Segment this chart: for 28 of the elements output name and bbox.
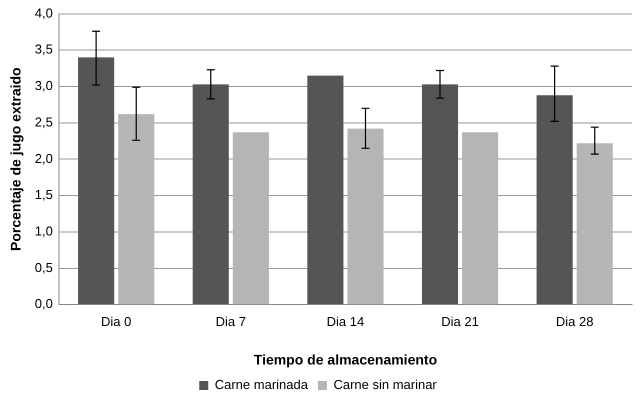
bar xyxy=(422,84,458,304)
bar xyxy=(307,76,344,304)
y-tick-label: 2,0 xyxy=(34,150,53,166)
x-tick-label: Dia 0 xyxy=(101,314,132,329)
y-tick-label: 0,0 xyxy=(34,296,53,312)
bar xyxy=(462,132,498,304)
y-tick-label: 3,5 xyxy=(34,42,53,57)
y-axis-title: Porcentaje de jugo extraido xyxy=(7,67,24,252)
x-tick-label: Dia 7 xyxy=(216,314,246,329)
bar xyxy=(576,143,613,304)
x-tick-label: Dia 21 xyxy=(441,314,479,329)
bar xyxy=(118,114,154,304)
y-tick-label: 2,5 xyxy=(34,114,53,130)
legend-label: Carne sin marinar xyxy=(333,377,438,392)
y-tick-label: 0,5 xyxy=(34,260,53,275)
bar xyxy=(232,132,269,304)
y-tick-label: 4,0 xyxy=(34,5,53,20)
x-tick-label: Dia 28 xyxy=(556,314,594,329)
legend-label: Carne marinada xyxy=(214,377,309,392)
bar xyxy=(192,84,229,304)
y-tick-label: 3,0 xyxy=(34,78,53,94)
x-axis-title: Tiempo de almacenamiento xyxy=(254,351,438,368)
y-tick-label: 1,5 xyxy=(34,187,53,202)
y-tick-label: 1,0 xyxy=(34,223,53,238)
bar xyxy=(347,128,384,304)
bar xyxy=(536,95,573,304)
bar xyxy=(78,57,114,304)
x-tick-label: Dia 14 xyxy=(326,314,364,329)
